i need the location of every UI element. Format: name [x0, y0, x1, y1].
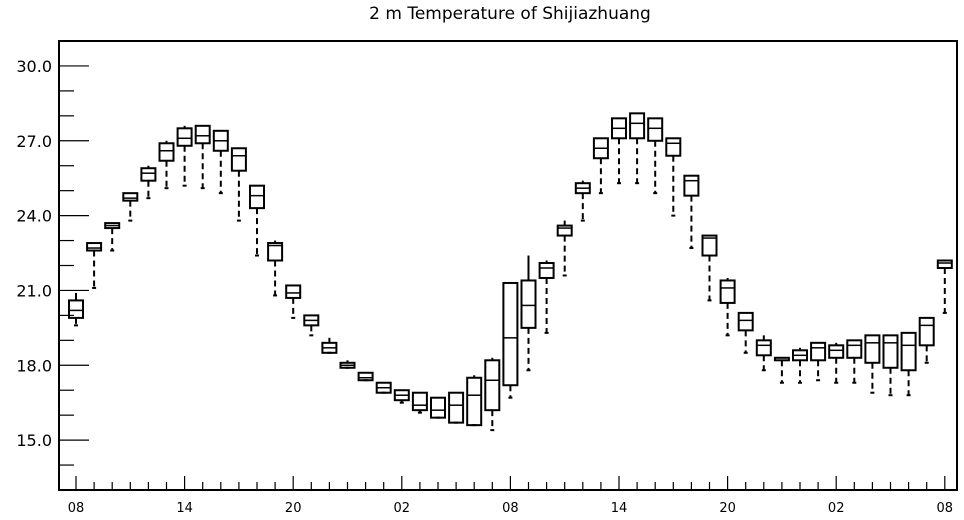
box-iqr — [230, 147, 247, 172]
x-tick-label: 08 — [502, 501, 519, 516]
box-iqr — [68, 299, 84, 319]
box-iqr — [285, 284, 302, 299]
box-iqr — [194, 124, 211, 145]
box-iqr — [737, 311, 754, 332]
box-iqr — [140, 167, 157, 182]
box-iqr — [411, 391, 428, 412]
box-iqr — [86, 242, 103, 252]
plot-frame — [58, 40, 958, 491]
y-tick-label: 21.0 — [16, 281, 52, 300]
box-iqr — [719, 279, 736, 304]
x-tick-label: 20 — [285, 501, 302, 516]
y-tick-label: 18.0 — [16, 356, 52, 375]
box-iqr — [484, 359, 501, 412]
box-iqr — [864, 334, 881, 364]
box-iqr — [158, 142, 175, 162]
box-iqr — [882, 334, 899, 369]
box-iqr — [357, 371, 374, 382]
chart-title: 2 m Temperature of Shijiazhuang — [369, 4, 651, 24]
box-iqr — [267, 242, 284, 262]
box-iqr — [701, 234, 718, 257]
box-iqr — [683, 174, 700, 197]
box-iqr — [900, 331, 917, 372]
x-tick-label: 02 — [828, 501, 845, 516]
boxes — [68, 112, 953, 432]
box-iqr — [249, 184, 265, 210]
box-iqr — [448, 391, 465, 424]
box-iqr — [176, 127, 193, 147]
box-iqr — [629, 112, 646, 140]
x-tick-label: 14 — [176, 501, 193, 516]
box-iqr — [122, 192, 139, 202]
box-iqr — [520, 279, 537, 329]
box-iqr — [556, 224, 573, 237]
box-iqr — [538, 262, 555, 279]
box-iqr — [810, 341, 827, 362]
box-iqr — [647, 117, 664, 142]
box-iqr — [502, 281, 519, 387]
x-tick-label: 02 — [394, 501, 411, 516]
box-iqr — [846, 339, 863, 359]
y-tick-label: 24.0 — [16, 207, 52, 226]
y-tick-label: 15.0 — [16, 431, 52, 450]
box-iqr — [430, 396, 446, 419]
y-axis: 15.0 18.0 21.0 24.0 27.0 30.0 — [16, 40, 89, 466]
box-iqr — [755, 339, 772, 357]
x-tick-label: 08 — [68, 501, 85, 516]
x-tick-label: 14 — [611, 501, 628, 516]
x-tick-label: 08 — [937, 501, 954, 516]
x-tick-label: 20 — [719, 501, 736, 516]
x-axis: 08 14 20 02 08 14 20 02 08 — [68, 476, 953, 516]
y-tick-label: 30.0 — [16, 57, 52, 76]
box-iqr — [466, 376, 483, 427]
y-tick-label: 27.0 — [16, 132, 52, 151]
box-iqr — [918, 316, 935, 347]
box-iqr — [828, 344, 845, 359]
box-iqr — [936, 259, 953, 269]
box-iqr — [665, 137, 682, 157]
